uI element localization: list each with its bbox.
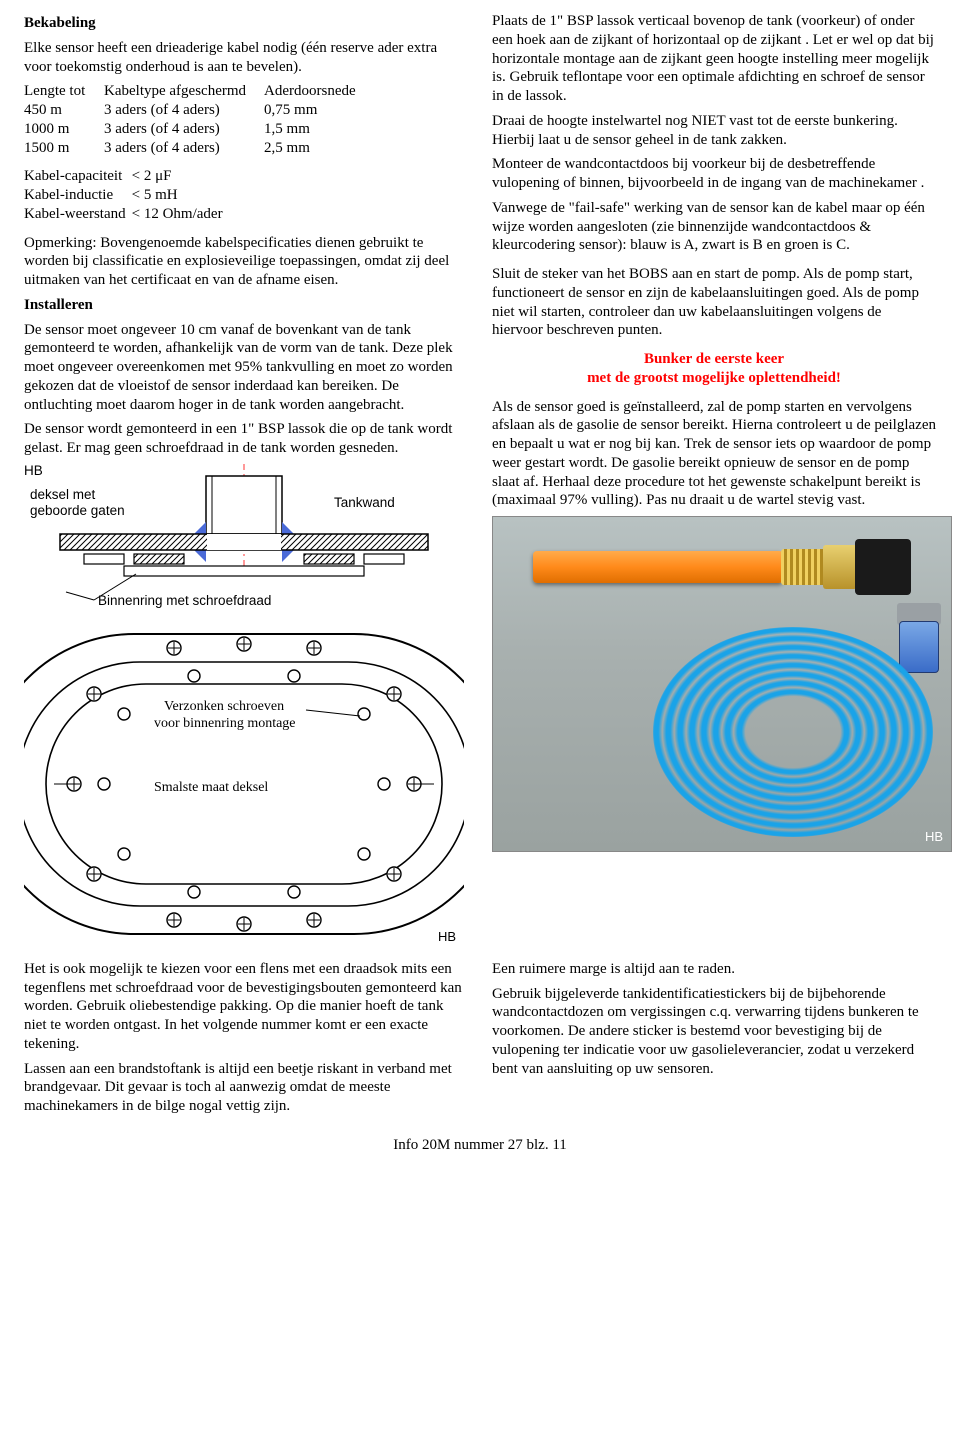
kabel-r2a: 1000 m	[24, 120, 104, 139]
kabel-r1c: 0,75 mm	[254, 101, 364, 120]
kabel-head-a: Lengte tot	[24, 82, 104, 101]
para-opmerking: Opmerking: Bovengenoemde kabelspecificat…	[24, 234, 468, 290]
page-footer: Info 20M nummer 27 blz. 11	[24, 1136, 936, 1155]
kabel-r3b: 3 aders (of 4 aders)	[104, 139, 254, 158]
spec-r3b: < 12 Ohm/ader	[132, 205, 229, 224]
para-install-2: De sensor wordt gemonteerd in een 1" BSP…	[24, 420, 468, 458]
label-hb-photo: HB	[925, 829, 943, 845]
spec-r2b: < 5 mH	[132, 186, 229, 205]
para-bekabeling-intro: Elke sensor heeft een drieaderige kabel …	[24, 39, 468, 77]
para-r2: Draai de hoogte instelwartel nog NIET va…	[492, 112, 936, 150]
diagram-oval-lid: Verzonken schroeven voor binnenring mont…	[24, 614, 464, 954]
para-r5: Sluit de steker van het BOBS aan en star…	[492, 265, 936, 340]
specs-table: Kabel-capaciteit < 2 μF Kabel-inductie <…	[24, 167, 229, 223]
para-r7: Een ruimere marge is altijd aan te raden…	[492, 960, 936, 979]
kabel-head-b: Kabeltype afgeschermd	[104, 82, 254, 101]
label-verzonken-1: Verzonken schroeven	[164, 699, 284, 714]
para-lassen: Lassen aan een brandstoftank is altijd e…	[24, 1060, 468, 1116]
kabel-r3a: 1500 m	[24, 139, 104, 158]
para-r8: Gebruik bijgeleverde tankidentificatiest…	[492, 985, 936, 1079]
kabel-r3c: 2,5 mm	[254, 139, 364, 158]
spec-r1a: Kabel-capaciteit	[24, 167, 132, 186]
spec-r1b: < 2 μF	[132, 167, 229, 186]
label-smalste: Smalste maat deksel	[154, 780, 268, 795]
sensor-nut-icon	[823, 545, 857, 589]
para-install-1: De sensor moet ongeveer 10 cm vanaf de b…	[24, 321, 468, 415]
sensor-connector-icon	[855, 539, 911, 595]
sensor-photo: HB	[492, 516, 952, 852]
para-r1: Plaats de 1" BSP lassok verticaal boveno…	[492, 12, 936, 106]
para-r4: Vanwege de "fail-safe" werking van de se…	[492, 199, 936, 255]
heading-installeren: Installeren	[24, 296, 468, 315]
kabel-r2c: 1,5 mm	[254, 120, 364, 139]
diagram-cross-section: HB deksel met geboorde gaten Tankwand Bi…	[24, 464, 464, 614]
para-het: Het is ook mogelijk te kiezen voor een f…	[24, 960, 468, 1054]
kabel-length-table: Lengte tot Kabeltype afgeschermd Aderdoo…	[24, 82, 364, 157]
kabel-head-c: Aderdoorsnede	[254, 82, 364, 101]
label-verzonken-2: voor binnenring montage	[154, 716, 296, 731]
cable-coil-icon	[653, 627, 933, 837]
warning-block: Bunker de eerste keer met de grootst mog…	[492, 350, 936, 388]
sensor-thread-icon	[781, 549, 827, 585]
socket-icon	[899, 621, 939, 673]
spec-r2a: Kabel-inductie	[24, 186, 132, 205]
para-r6: Als de sensor goed is geïnstalleerd, zal…	[492, 398, 936, 511]
kabel-r2b: 3 aders (of 4 aders)	[104, 120, 254, 139]
para-r3: Monteer de wandcontactdoos bij voorkeur …	[492, 155, 936, 193]
warn-line-2: met de grootst mogelijke oplettendheid!	[492, 369, 936, 388]
kabel-r1a: 450 m	[24, 101, 104, 120]
spec-r3a: Kabel-weerstand	[24, 205, 132, 224]
kabel-r1b: 3 aders (of 4 aders)	[104, 101, 254, 120]
sensor-body-icon	[533, 551, 783, 583]
heading-bekabeling: Bekabeling	[24, 14, 468, 33]
warn-line-1: Bunker de eerste keer	[492, 350, 936, 369]
label-hb-oval: HB	[438, 930, 456, 944]
